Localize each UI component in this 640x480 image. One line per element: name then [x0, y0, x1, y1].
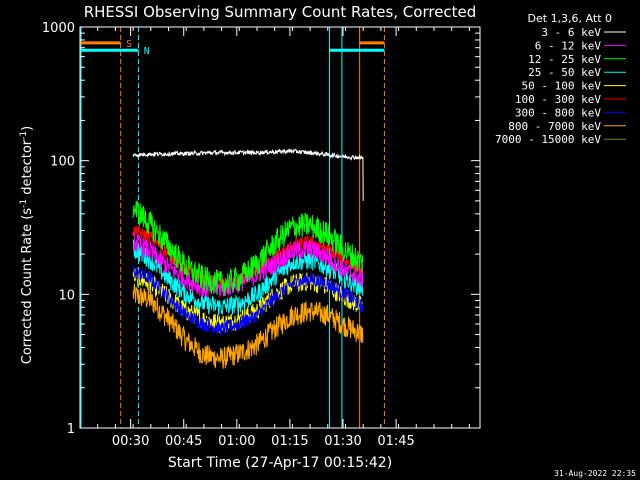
legend-entry-label: 3 - 6 keV: [541, 26, 601, 39]
x-tick-label: 01:15: [271, 434, 308, 449]
x-tick-label: 01:00: [218, 434, 255, 449]
mode-bar-label: S: [126, 39, 132, 50]
x-tick-label: 01:45: [377, 434, 414, 449]
legend-entry-label: 6 - 12 keV: [535, 39, 602, 52]
x-tick-label: 01:30: [324, 434, 361, 449]
legend-entry-label: 800 - 7000 keV: [508, 120, 601, 133]
legend-entry-label: 50 - 100 keV: [522, 80, 602, 93]
y-tick-label: 10: [58, 288, 75, 303]
y-tick-label: 1000: [42, 21, 75, 36]
chart-title: RHESSI Observing Summary Count Rates, Co…: [84, 3, 477, 21]
legend-entry-label: 300 - 800 keV: [515, 106, 601, 119]
series-line: [132, 148, 364, 201]
y-axis-label-exponent: -1: [19, 131, 29, 140]
time-markers: [80, 27, 385, 428]
series-line: [132, 265, 364, 336]
y-axis-label: Corrected Count Rate (s-1 detector-1): [19, 126, 35, 364]
series-lines: [132, 148, 364, 369]
series-line: [132, 283, 364, 369]
x-axis-label: Start Time (27-Apr-17 00:15:42): [168, 455, 392, 471]
y-axis-label-part: ): [20, 126, 35, 131]
legend-entry-label: 25 - 50 keV: [528, 66, 601, 79]
y-axis-label-exponent: -1: [19, 199, 29, 208]
legend-entry-label: 12 - 25 keV: [528, 53, 601, 66]
legend-entry-label: 7000 - 15000 keV: [495, 133, 601, 146]
axes: 1 10 100 1000 00:30 00:45 01:00 01:15 01:30 01:45: [42, 21, 481, 449]
x-tick-label: 00:30: [112, 434, 149, 449]
plot-frame: [79, 26, 481, 429]
legend-header: Det 1,3,6, Att 0: [528, 12, 612, 25]
mode-bar-label: N: [144, 46, 150, 57]
y-axis-label-part: Corrected Count Rate (s: [20, 208, 35, 365]
legend-entry-label: 100 - 300 keV: [515, 93, 601, 106]
y-tick-label: 1: [67, 422, 75, 437]
y-axis-label-part: detector: [20, 139, 35, 199]
y-tick-label: 100: [50, 155, 75, 170]
series-line: [132, 200, 364, 296]
series-line: [132, 239, 364, 316]
mode-bars: SN: [80, 39, 385, 57]
x-tick-label: 00:45: [165, 434, 202, 449]
footer-date: 31-Aug-2022 22:35: [554, 469, 636, 478]
